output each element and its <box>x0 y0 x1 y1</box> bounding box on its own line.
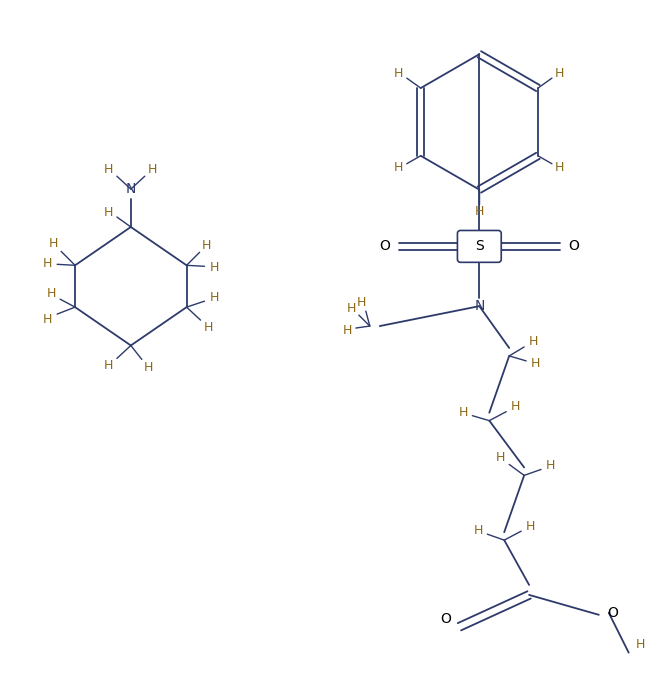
Text: N: N <box>126 182 136 196</box>
Text: H: H <box>104 163 114 176</box>
Text: H: H <box>357 295 367 309</box>
Text: H: H <box>47 287 56 299</box>
Text: H: H <box>49 237 58 250</box>
Text: H: H <box>474 205 484 218</box>
Text: H: H <box>210 291 219 304</box>
Text: H: H <box>555 162 565 174</box>
Text: H: H <box>42 257 52 270</box>
Text: H: H <box>210 261 219 274</box>
Text: N: N <box>474 299 485 313</box>
Text: H: H <box>528 335 538 349</box>
Text: H: H <box>144 361 153 374</box>
Text: O: O <box>379 239 390 254</box>
Text: H: H <box>148 163 158 176</box>
Text: H: H <box>545 459 555 472</box>
Text: H: H <box>496 451 505 464</box>
Text: H: H <box>526 520 535 533</box>
Text: H: H <box>474 524 483 537</box>
Text: H: H <box>202 239 211 252</box>
FancyBboxPatch shape <box>458 231 501 262</box>
Text: H: H <box>511 400 520 413</box>
Text: H: H <box>104 359 114 372</box>
Text: O: O <box>440 612 451 626</box>
Text: H: H <box>343 324 352 337</box>
Text: H: H <box>204 320 213 333</box>
Text: H: H <box>394 162 404 174</box>
Text: H: H <box>394 67 404 80</box>
Text: O: O <box>569 239 580 254</box>
Text: H: H <box>530 358 540 370</box>
Text: H: H <box>636 638 645 651</box>
Text: S: S <box>475 239 484 254</box>
Text: O: O <box>607 606 618 620</box>
Text: H: H <box>42 312 52 326</box>
Text: H: H <box>347 301 356 314</box>
Text: H: H <box>555 67 565 80</box>
Text: H: H <box>104 206 114 218</box>
Text: H: H <box>459 406 468 419</box>
